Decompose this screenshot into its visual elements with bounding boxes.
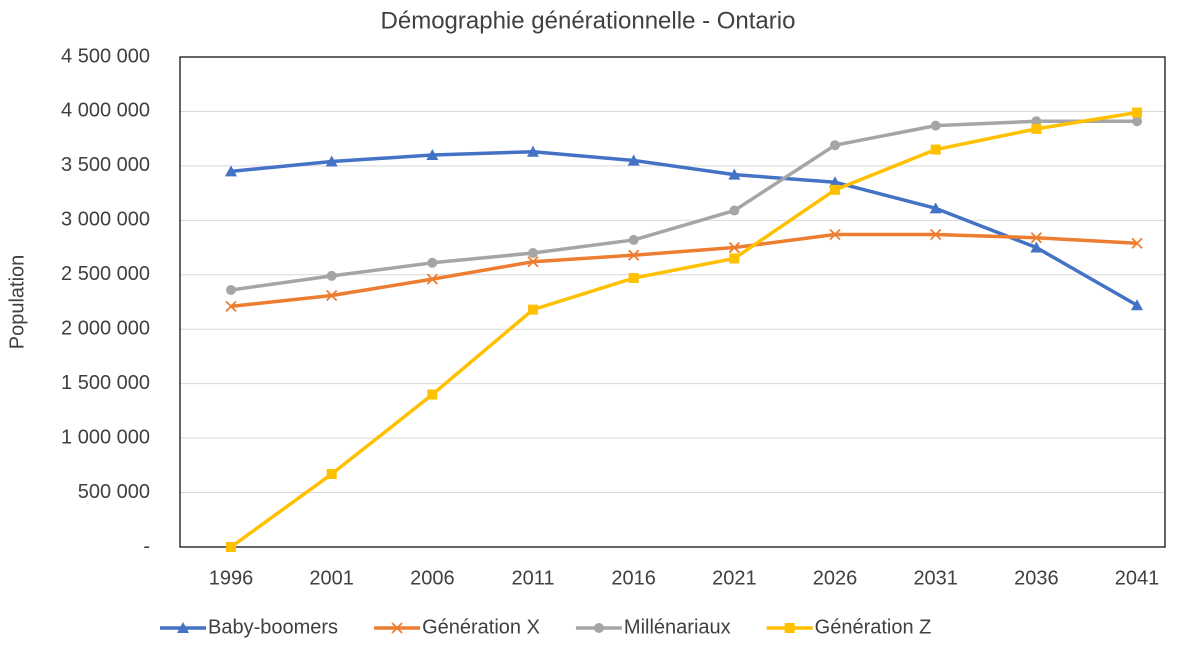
marker [1132,116,1143,127]
legend-label: Baby-boomers [208,616,338,638]
marker [225,165,237,177]
marker [830,184,841,195]
marker [391,622,403,634]
y-tick-label: 4 500 000 [61,45,150,67]
marker [1031,116,1042,127]
x-tick-label: 2021 [712,567,757,589]
series-line [230,119,1138,292]
marker [427,389,438,400]
series-line [230,149,1138,307]
y-tick-label: 2 500 000 [61,263,150,285]
marker [1131,299,1144,311]
marker [326,289,338,302]
marker [628,273,639,284]
marker [226,542,236,552]
marker [627,154,640,166]
y-tick-label: 4 000 000 [61,100,150,122]
marker [728,241,740,254]
x-tick-label: 1996 [209,567,254,589]
marker [1131,237,1143,249]
y-tick-label: 3 000 000 [61,209,150,231]
y-tick-label: 2 000 000 [61,318,150,340]
marker [528,248,539,258]
y-tick-label: - [143,535,150,557]
x-tick-label: 2016 [611,567,656,589]
marker [426,149,439,160]
marker [728,168,741,180]
marker [528,304,539,315]
marker [1031,123,1042,134]
marker [929,202,942,214]
marker [830,140,841,151]
marker [784,623,795,633]
x-tick-label: 2036 [1014,567,1059,589]
chart-title: Démographie générationnelle - Ontario [381,7,796,34]
marker [326,270,337,281]
y-tick-label: 1 500 000 [61,372,150,394]
x-tick-label: 2041 [1115,567,1160,589]
y-tick-label: 1 000 000 [61,426,150,448]
legend-label: Génération Z [815,616,932,638]
y-tick-label: 3 500 000 [61,154,150,176]
x-tick-label: 2006 [410,567,455,589]
marker [177,622,189,633]
marker [930,228,942,241]
marker [1030,232,1042,244]
marker [326,469,337,480]
marker [628,234,639,245]
marker [729,205,740,216]
legend-label: Génération X [422,616,540,638]
marker [1132,107,1143,118]
marker [829,176,842,188]
x-tick-label: 2001 [309,567,354,589]
marker [729,253,740,264]
marker [628,249,640,261]
y-axis-label: Population [6,255,28,350]
marker [829,228,841,241]
marker [1030,241,1043,253]
marker [325,155,338,167]
marker [930,120,941,131]
marker [426,273,438,285]
x-tick-label: 2011 [512,567,555,589]
x-tick-label: 2031 [913,567,958,589]
plot-area [179,56,1166,548]
marker [225,300,237,312]
x-tick-label: 2026 [813,567,858,589]
marker [527,256,539,268]
marker [427,257,438,268]
marker [226,285,236,296]
series-line [229,110,1138,549]
y-tick-label: 500 000 [78,481,150,503]
marker [527,145,540,157]
marker [593,623,604,633]
legend-label: Millénariaux [624,616,731,638]
series-line [230,232,1138,309]
marker [930,144,941,155]
